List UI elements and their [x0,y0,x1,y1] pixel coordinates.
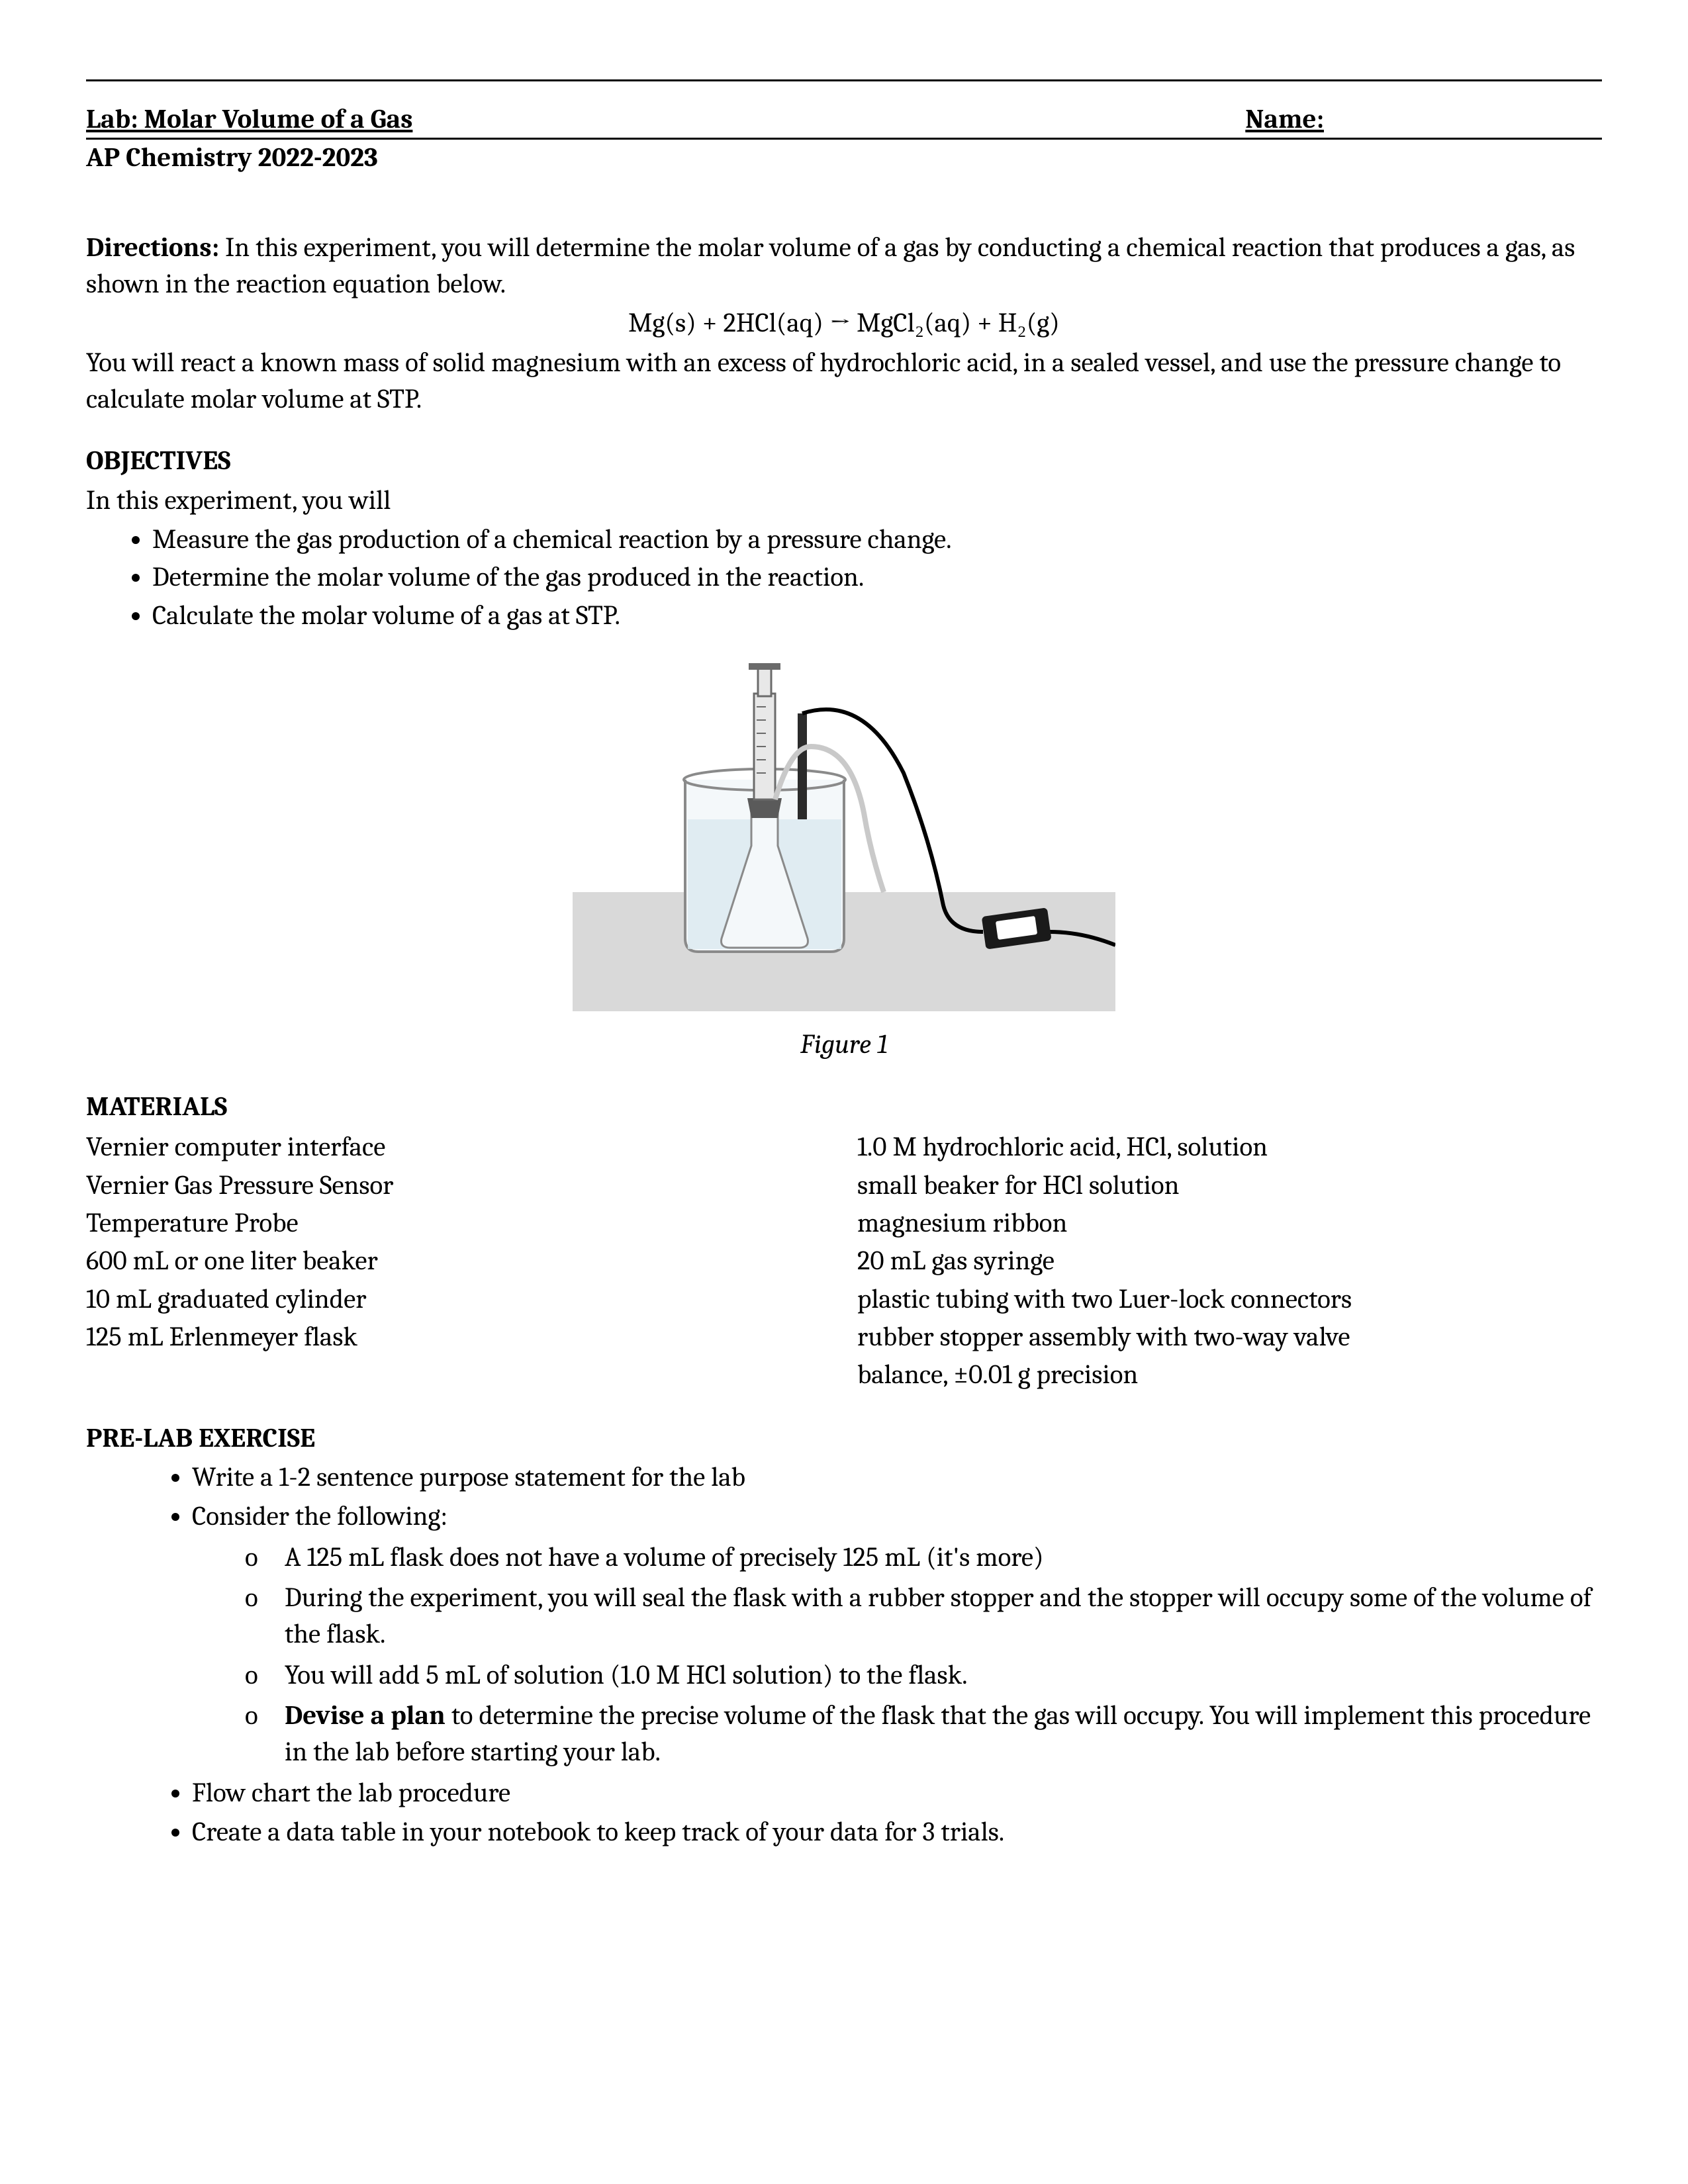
name-label: Name: [1245,101,1324,138]
prelab-subitem-rest: to determine the precise volume of the f… [285,1700,1591,1768]
prelab-subitem-bold: Devise a plan [285,1700,445,1731]
material-item: small beaker for HCl solution [857,1167,1602,1204]
directions-label: Directions: [86,232,219,263]
prelab-subitem: Devise a plan to determine the precise v… [245,1698,1602,1771]
material-item: plastic tubing with two Luer-lock connec… [857,1281,1602,1318]
materials-columns: Vernier computer interface Vernier Gas P… [86,1128,1602,1394]
figure-1: Figure 1 [86,654,1602,1064]
objectives-list: Measure the gas production of a chemical… [152,522,1602,634]
material-item: magnesium ribbon [857,1205,1602,1242]
material-item: Vernier Gas Pressure Sensor [86,1167,831,1204]
prelab-subitem: You will add 5 mL of solution (1.0 M HCl… [245,1657,1602,1694]
prelab-item: Create a data table in your notebook to … [192,1814,1602,1850]
material-item: 20 mL gas syringe [857,1243,1602,1279]
material-item: rubber stopper assembly with two-way val… [857,1319,1602,1355]
material-item: 10 mL graduated cylinder [86,1281,831,1318]
directions-text-2: You will react a known mass of solid mag… [86,345,1602,418]
objective-item: Calculate the molar volume of a gas at S… [152,598,1602,634]
material-item: 125 mL Erlenmeyer flask [86,1319,831,1355]
probe-icon [798,713,807,819]
top-rule [86,79,1602,81]
prelab-sublist: A 125 mL flask does not have a volume of… [245,1539,1602,1771]
objective-item: Measure the gas production of a chemical… [152,522,1602,558]
figure-caption: Figure 1 [86,1026,1602,1063]
material-item: 1.0 M hydrochloric acid, HCl, solution [857,1129,1602,1165]
syringe-icon [749,663,780,799]
material-item: 600 mL or one liter beaker [86,1243,831,1279]
course-line: AP Chemistry 2022-2023 [86,140,1602,176]
material-item: Temperature Probe [86,1205,831,1242]
header-row: Lab: Molar Volume of a Gas Name: [86,101,1602,140]
material-item: Vernier computer interface [86,1129,831,1165]
prelab-subitem: A 125 mL flask does not have a volume of… [245,1539,1602,1576]
prelab-list: Write a 1-2 sentence purpose statement f… [192,1459,1602,1850]
reaction-equation: Mg(s) + 2HCl(aq) → MgCl₂(aq) + H₂(g) [86,305,1602,341]
prelab-heading: PRE-LAB EXERCISE [86,1420,1602,1457]
objectives-heading: OBJECTIVES [86,443,1602,479]
stopper-icon [747,798,782,818]
objective-item: Determine the molar volume of the gas pr… [152,559,1602,596]
materials-right-col: 1.0 M hydrochloric acid, HCl, solution s… [857,1128,1602,1394]
material-item: balance, ±0.01 g precision [857,1357,1602,1393]
objectives-intro: In this experiment, you will [86,482,1602,519]
prelab-item: Write a 1-2 sentence purpose statement f… [192,1459,1602,1496]
directions-paragraph: Directions: In this experiment, you will… [86,230,1602,303]
directions-text-1: In this experiment, you will determine t… [86,232,1575,300]
prelab-item: Consider the following: A 125 mL flask d… [192,1498,1602,1770]
prelab-subitem: During the experiment, you will seal the… [245,1580,1602,1653]
materials-left-col: Vernier computer interface Vernier Gas P… [86,1128,831,1394]
prelab-item-text: Consider the following: [192,1501,447,1532]
apparatus-diagram [573,654,1115,1011]
lab-title: Lab: Molar Volume of a Gas [86,101,412,138]
materials-heading: MATERIALS [86,1089,1602,1125]
prelab-item: Flow chart the lab procedure [192,1775,1602,1811]
